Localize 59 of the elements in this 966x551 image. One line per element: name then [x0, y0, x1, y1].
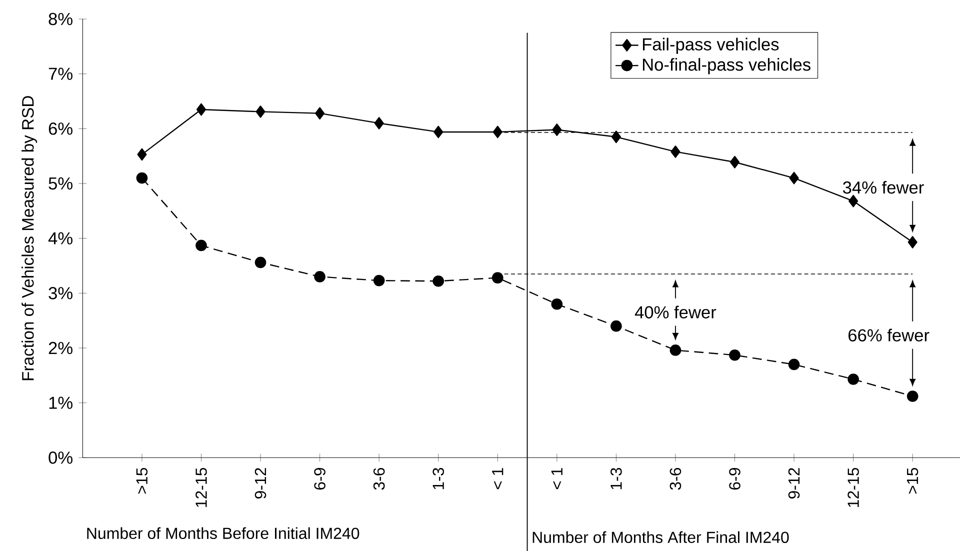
- x-tick-label: 3-6: [670, 468, 682, 490]
- x-tick-label: < 1: [492, 468, 504, 490]
- point: [492, 272, 504, 284]
- x-tick-label: 12-15: [848, 468, 859, 507]
- y-axis-title: Fraction of Vehicles Measured by RSD: [22, 96, 38, 380]
- point: [373, 274, 385, 286]
- point: [196, 103, 206, 116]
- point: [137, 148, 147, 161]
- y-tick-label: 6%: [48, 122, 72, 135]
- point: [552, 124, 562, 136]
- x-tick-label: 1-3: [432, 468, 444, 490]
- y-tick-label: 2%: [48, 342, 72, 354]
- y-tick-label: 4%: [48, 232, 72, 244]
- text: Number of Months After Final IM240: [532, 531, 789, 544]
- x-tick-label: 1-3: [610, 468, 622, 490]
- x-tick-label: >15: [136, 468, 148, 494]
- point: [374, 116, 384, 130]
- point: [492, 126, 502, 138]
- x-tick-label: 9-12: [254, 468, 266, 499]
- point: [551, 298, 563, 310]
- y-tick-label: 3%: [48, 287, 72, 300]
- point: [730, 156, 740, 168]
- legend-label: No-final-pass vehicles: [642, 58, 810, 74]
- x-tick-label: 12-15: [196, 468, 207, 507]
- x-tick-label: 3-6: [373, 468, 385, 490]
- point: [906, 390, 918, 402]
- x-tick-label: 6-9: [314, 468, 326, 490]
- point: [611, 130, 621, 144]
- point: [788, 358, 800, 370]
- point: [256, 105, 266, 118]
- y-tick-label: 1%: [49, 396, 72, 409]
- point: [314, 107, 325, 120]
- point: [670, 344, 682, 356]
- point: [610, 320, 622, 332]
- point: [136, 172, 148, 184]
- point: [908, 236, 918, 248]
- point: [432, 275, 444, 287]
- x-tick-label: 6-9: [729, 468, 740, 490]
- y-tick-label: 8%: [48, 12, 72, 26]
- point: [848, 374, 859, 385]
- y-tick-label: 5%: [48, 177, 72, 190]
- point: [314, 271, 326, 282]
- annotation: 66% fewer: [848, 328, 930, 342]
- point: [848, 194, 858, 208]
- y-tick-label: 7%: [48, 68, 72, 80]
- point: [789, 172, 799, 184]
- point: [434, 126, 444, 138]
- point: [729, 349, 740, 361]
- x-tick-label: >15: [907, 468, 918, 494]
- annotation: 40% fewer: [634, 306, 716, 318]
- point: [670, 146, 680, 158]
- point: [254, 256, 266, 268]
- annotation: 34% fewer: [842, 180, 924, 194]
- text: Number of Months Before Initial IM240: [87, 527, 360, 540]
- x-tick-label: < 1: [551, 468, 562, 490]
- legend-label: Fail-pass vehicles: [642, 38, 779, 54]
- point: [196, 240, 207, 252]
- x-tick-label: 9-12: [788, 468, 800, 499]
- y-tick-label: 0%: [48, 452, 72, 464]
